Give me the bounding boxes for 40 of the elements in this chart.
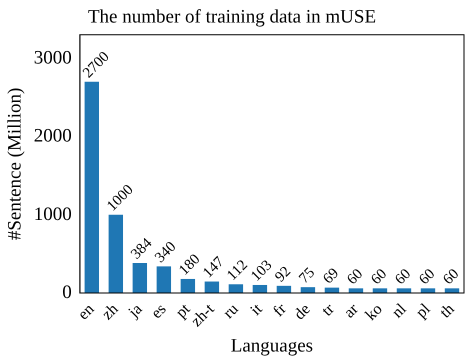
data-label: 60 [416, 266, 438, 288]
bar [300, 287, 316, 294]
x-tick-label: ru [220, 300, 242, 322]
x-axis-title: Languages [230, 336, 314, 357]
x-tick-label: nl [388, 300, 410, 322]
x-tick-label: th [436, 300, 458, 322]
bar [132, 262, 148, 294]
y-tick-label: 3000 [34, 47, 72, 68]
x-tick-label: de [291, 300, 314, 324]
x-tick-label: fr [270, 300, 290, 320]
y-tick-label: 2000 [34, 126, 72, 147]
data-label: 69 [320, 265, 342, 288]
x-tick-label: es [148, 300, 170, 322]
x-tick-label: it [247, 300, 266, 319]
bar [180, 278, 196, 294]
x-tick-label: pt [172, 300, 194, 322]
chart-title: The number of training data in mUSE [88, 6, 376, 28]
bar [84, 82, 100, 294]
x-tick-label: zh [98, 300, 122, 324]
bar [108, 214, 124, 294]
bar [204, 282, 220, 294]
data-label: 60 [440, 266, 462, 288]
data-label: 60 [392, 266, 414, 288]
data-label: 75 [296, 264, 318, 287]
x-tick-label: en [74, 300, 98, 324]
bar [228, 284, 244, 294]
y-tick-label: 1000 [34, 204, 72, 225]
x-tick-label: ko [362, 300, 386, 324]
data-label: 60 [344, 266, 366, 288]
bar [276, 286, 292, 294]
x-tick-label: ar [340, 300, 362, 322]
bar [156, 266, 172, 294]
y-axis-title: #Sentence (Million) [4, 88, 26, 240]
x-tick-label: pl [412, 300, 434, 322]
x-tick-label: ja [124, 300, 146, 322]
bar [324, 288, 340, 294]
y-tick-label: 0 [62, 282, 72, 304]
x-tick-label: tr [318, 300, 338, 320]
data-label: 60 [368, 266, 390, 288]
bar [252, 284, 268, 294]
